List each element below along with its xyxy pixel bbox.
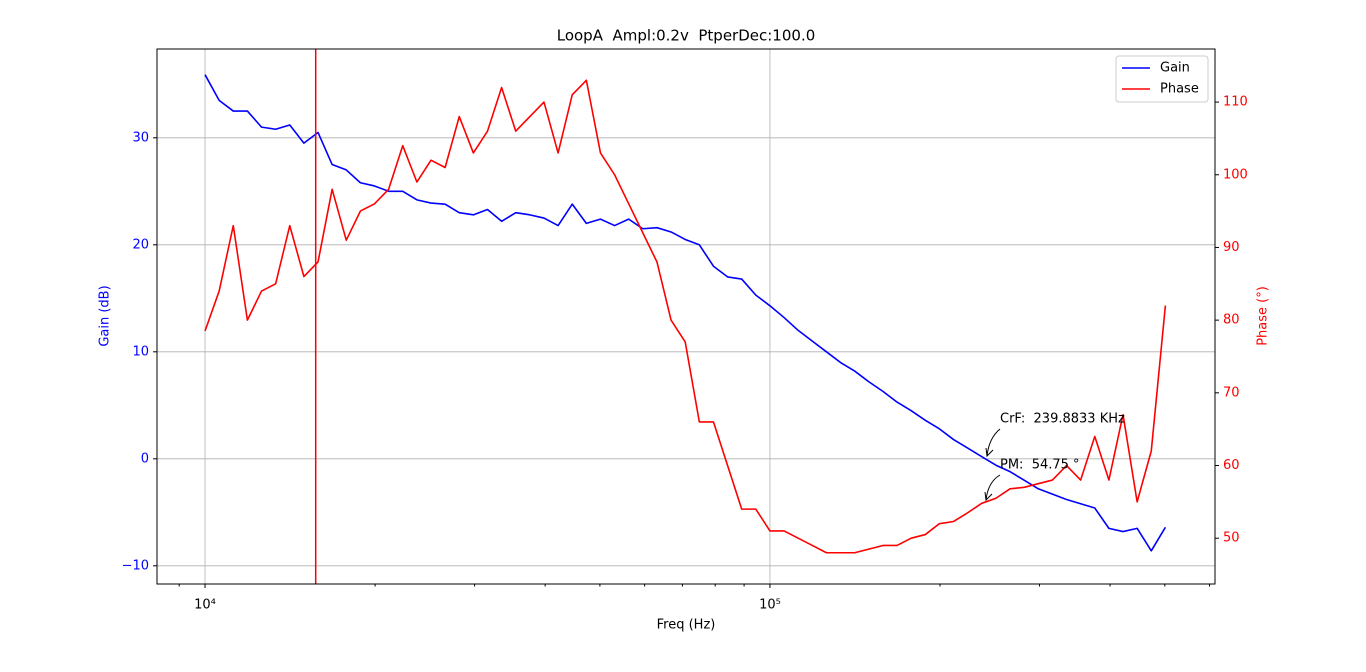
y2-tick-label: 50 xyxy=(1223,531,1240,546)
y-axis-label: Gain (dB) xyxy=(98,285,113,346)
legend-label: Phase xyxy=(1160,82,1199,97)
y2-axis-label: Phase (°) xyxy=(1256,286,1271,346)
y2-tick-label: 100 xyxy=(1223,167,1248,182)
y-tick-label: 0 xyxy=(141,451,149,466)
legend-label: Gain xyxy=(1160,61,1190,76)
y2-tick-label: 110 xyxy=(1223,95,1248,110)
series-line xyxy=(204,79,1167,554)
y2-tick-label: 80 xyxy=(1223,313,1240,328)
annotation: PM: 54.75 ° xyxy=(1000,458,1080,473)
annotation-arrow xyxy=(985,428,1001,458)
x-axis-label: Freq (Hz) xyxy=(657,618,716,633)
y2-tick-label: 60 xyxy=(1223,458,1240,473)
x-tick-label: 10⁵ xyxy=(759,598,781,613)
annotation: CrF: 239.8833 KHz xyxy=(1000,412,1125,427)
x-tick-label: 10⁴ xyxy=(194,598,216,613)
y-tick-label: 10 xyxy=(132,344,149,359)
y-tick-label: 20 xyxy=(132,237,149,252)
series-line xyxy=(204,74,1167,552)
y-tick-label: −10 xyxy=(122,558,149,573)
y2-tick-label: 90 xyxy=(1223,240,1240,255)
plot-frame xyxy=(156,48,1216,585)
y2-tick-label: 70 xyxy=(1223,385,1240,400)
annotation-arrow xyxy=(984,474,1001,502)
chart-title: LoopA Ampl:0.2v PtperDec:100.0 xyxy=(557,27,816,45)
y-tick-label: 30 xyxy=(132,130,149,145)
